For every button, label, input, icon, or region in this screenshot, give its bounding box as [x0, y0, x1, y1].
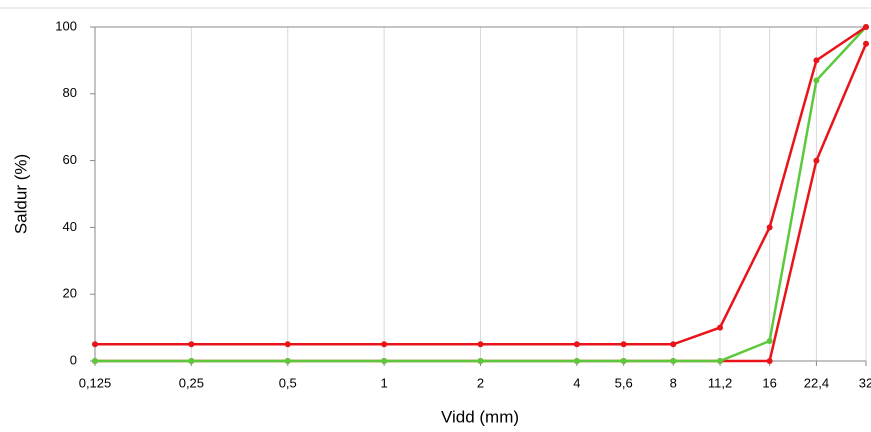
point: [670, 358, 677, 364]
point: [92, 341, 98, 348]
point: [573, 358, 580, 364]
point: [188, 358, 195, 364]
point: [477, 341, 484, 348]
point: [813, 57, 820, 64]
y-tick-label: 20: [63, 286, 77, 301]
point: [620, 341, 627, 348]
point: [863, 24, 869, 30]
x-tick-label: 4: [573, 375, 580, 390]
y-tick-label: 40: [63, 219, 77, 234]
point: [573, 341, 580, 348]
point: [188, 341, 195, 348]
x-tick-label: 8: [670, 375, 677, 390]
x-tick-label: 16: [762, 375, 776, 390]
x-tick-label: 1: [381, 375, 388, 390]
point: [381, 341, 388, 348]
point: [813, 157, 820, 164]
point: [717, 324, 724, 331]
x-tick-label: 22,4: [804, 375, 829, 390]
series-line: [95, 26, 867, 363]
point: [381, 358, 388, 364]
point: [863, 40, 869, 47]
point: [717, 358, 724, 364]
point: [92, 358, 98, 364]
point: [284, 358, 291, 364]
point: [670, 341, 677, 348]
x-tick-label: 11,2: [708, 375, 732, 390]
point: [284, 341, 291, 348]
x-tick-label: 0,5: [279, 375, 297, 390]
point: [813, 77, 820, 84]
point: [477, 358, 484, 364]
x-tick-label: 2: [477, 375, 484, 390]
x-tick-label: 0,125: [79, 375, 112, 390]
y-axis-title: Saldur (%): [11, 154, 30, 234]
x-axis-title: Vidd (mm): [441, 407, 519, 426]
point: [620, 358, 627, 364]
y-tick-label: 0: [70, 352, 77, 367]
point: [766, 358, 773, 364]
x-tick-label: 32: [859, 375, 871, 390]
point: [766, 224, 773, 231]
y-tick-label: 80: [63, 85, 77, 100]
x-tick-label: 5,6: [615, 375, 633, 390]
x-tick-label: 0,25: [179, 375, 204, 390]
y-tick-label: 60: [63, 152, 77, 167]
y-tick-label: 100: [55, 18, 77, 33]
series-line: [95, 25, 867, 346]
point: [766, 337, 773, 344]
